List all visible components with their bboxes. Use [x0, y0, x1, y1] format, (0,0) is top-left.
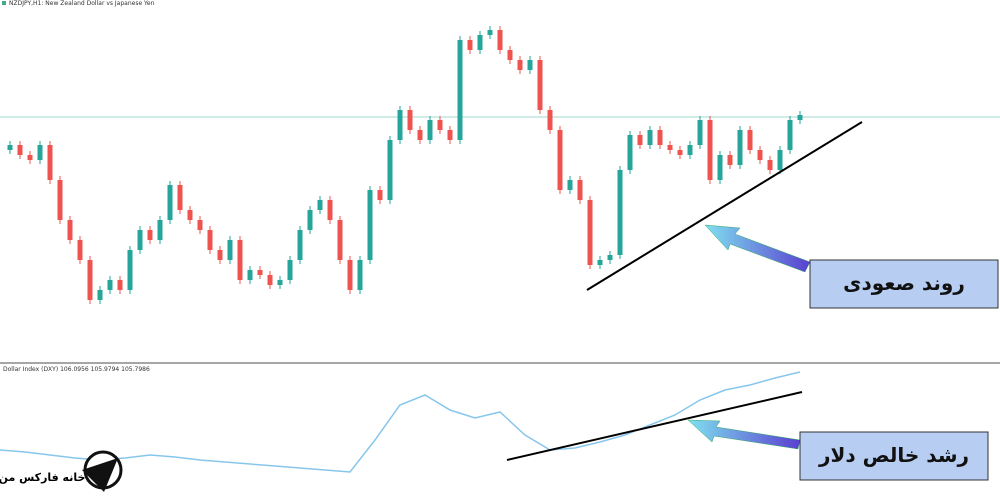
- candle-body: [737, 130, 743, 165]
- candle-body: [337, 220, 343, 260]
- candle-body: [17, 145, 23, 155]
- annotation: روند صعودی: [843, 271, 965, 295]
- candle-body: [317, 200, 323, 210]
- label-box: [799, 431, 989, 481]
- chart-title: NZDJPY,H1: New Zealand Dollar vs Japanes…: [9, 0, 155, 7]
- indicator: [0, 371, 801, 473]
- indicator-line: [0, 371, 801, 473]
- candles: [7, 26, 803, 304]
- candle-body: [387, 140, 393, 200]
- candle-body: [7, 145, 13, 150]
- candle-body: [567, 180, 573, 190]
- candle-body: [177, 185, 183, 210]
- candle-body: [427, 120, 433, 140]
- candle-body: [377, 190, 383, 200]
- candle-body: [367, 190, 373, 260]
- candle-body: [607, 255, 613, 260]
- candle-body: [757, 150, 763, 160]
- candle-body: [447, 130, 453, 140]
- candle-body: [187, 210, 193, 220]
- candle-body: [677, 150, 683, 155]
- candle-body: [157, 220, 163, 240]
- candle-body: [667, 145, 673, 150]
- logo-text: خانه فارکس من: [0, 471, 85, 484]
- annotation: رشد خالص دلار: [818, 443, 969, 467]
- candle-body: [407, 110, 413, 130]
- candle-body: [547, 110, 553, 130]
- label-box: [809, 259, 999, 309]
- candle-body: [687, 145, 693, 155]
- candle-body: [287, 260, 293, 280]
- candle-body: [137, 230, 143, 250]
- candle-body: [227, 240, 233, 260]
- candle-body: [47, 145, 53, 180]
- trend-line: [586, 121, 863, 291]
- candle-body: [67, 220, 73, 240]
- candle-body: [507, 50, 513, 60]
- candle-body: [617, 170, 623, 255]
- candle-body: [637, 135, 643, 145]
- candle-body: [697, 120, 703, 145]
- candle-body: [477, 35, 483, 50]
- candle-body: [357, 260, 363, 290]
- candle-body: [527, 60, 533, 70]
- candle-body: [557, 130, 563, 190]
- candle-body: [307, 210, 313, 230]
- candle-body: [467, 40, 473, 50]
- candle-body: [487, 30, 493, 35]
- candle-body: [767, 160, 773, 170]
- candle-body: [267, 275, 273, 285]
- candle-body: [397, 110, 403, 140]
- candle-body: [497, 30, 503, 50]
- candle-body: [417, 130, 423, 140]
- candle-body: [327, 200, 333, 220]
- indicator-title: Dollar Index (DXY) 106.0956 105.9794 105…: [3, 366, 150, 373]
- candle-body: [517, 60, 523, 70]
- candle-body: [57, 180, 63, 220]
- logo-mark: [82, 458, 118, 492]
- candle-body: [167, 185, 173, 220]
- candle-body: [647, 130, 653, 145]
- candle-body: [707, 120, 713, 180]
- candle-body: [247, 270, 253, 280]
- candle-body: [727, 155, 733, 165]
- candle-body: [457, 40, 463, 140]
- candle-body: [207, 230, 213, 250]
- candle-body: [237, 240, 243, 280]
- candle-body: [577, 180, 583, 200]
- candle-body: [127, 250, 133, 290]
- candle-body: [27, 155, 33, 160]
- candle-body: [347, 260, 353, 290]
- candle-body: [797, 115, 803, 120]
- candle-body: [277, 280, 283, 285]
- candle-body: [197, 220, 203, 230]
- candle-body: [217, 250, 223, 260]
- candle-body: [257, 270, 263, 275]
- candle-body: [107, 280, 113, 290]
- candle-body: [777, 150, 783, 170]
- arrow: [704, 224, 811, 273]
- candle-body: [587, 200, 593, 265]
- candle-body: [97, 290, 103, 300]
- candle-body: [87, 260, 93, 300]
- arrow: [687, 419, 801, 450]
- trend-line: [506, 391, 803, 461]
- candle-body: [77, 240, 83, 260]
- candle-body: [37, 145, 43, 160]
- candle-body: [787, 120, 793, 150]
- candle-body: [597, 260, 603, 265]
- symbol-icon: [2, 1, 6, 5]
- candle-body: [717, 155, 723, 180]
- candle-body: [627, 135, 633, 170]
- candle-body: [657, 130, 663, 145]
- candle-body: [297, 230, 303, 260]
- candle-body: [537, 60, 543, 110]
- candle-body: [147, 230, 153, 240]
- candle-body: [437, 120, 443, 130]
- candle-body: [117, 280, 123, 290]
- candle-body: [747, 130, 753, 150]
